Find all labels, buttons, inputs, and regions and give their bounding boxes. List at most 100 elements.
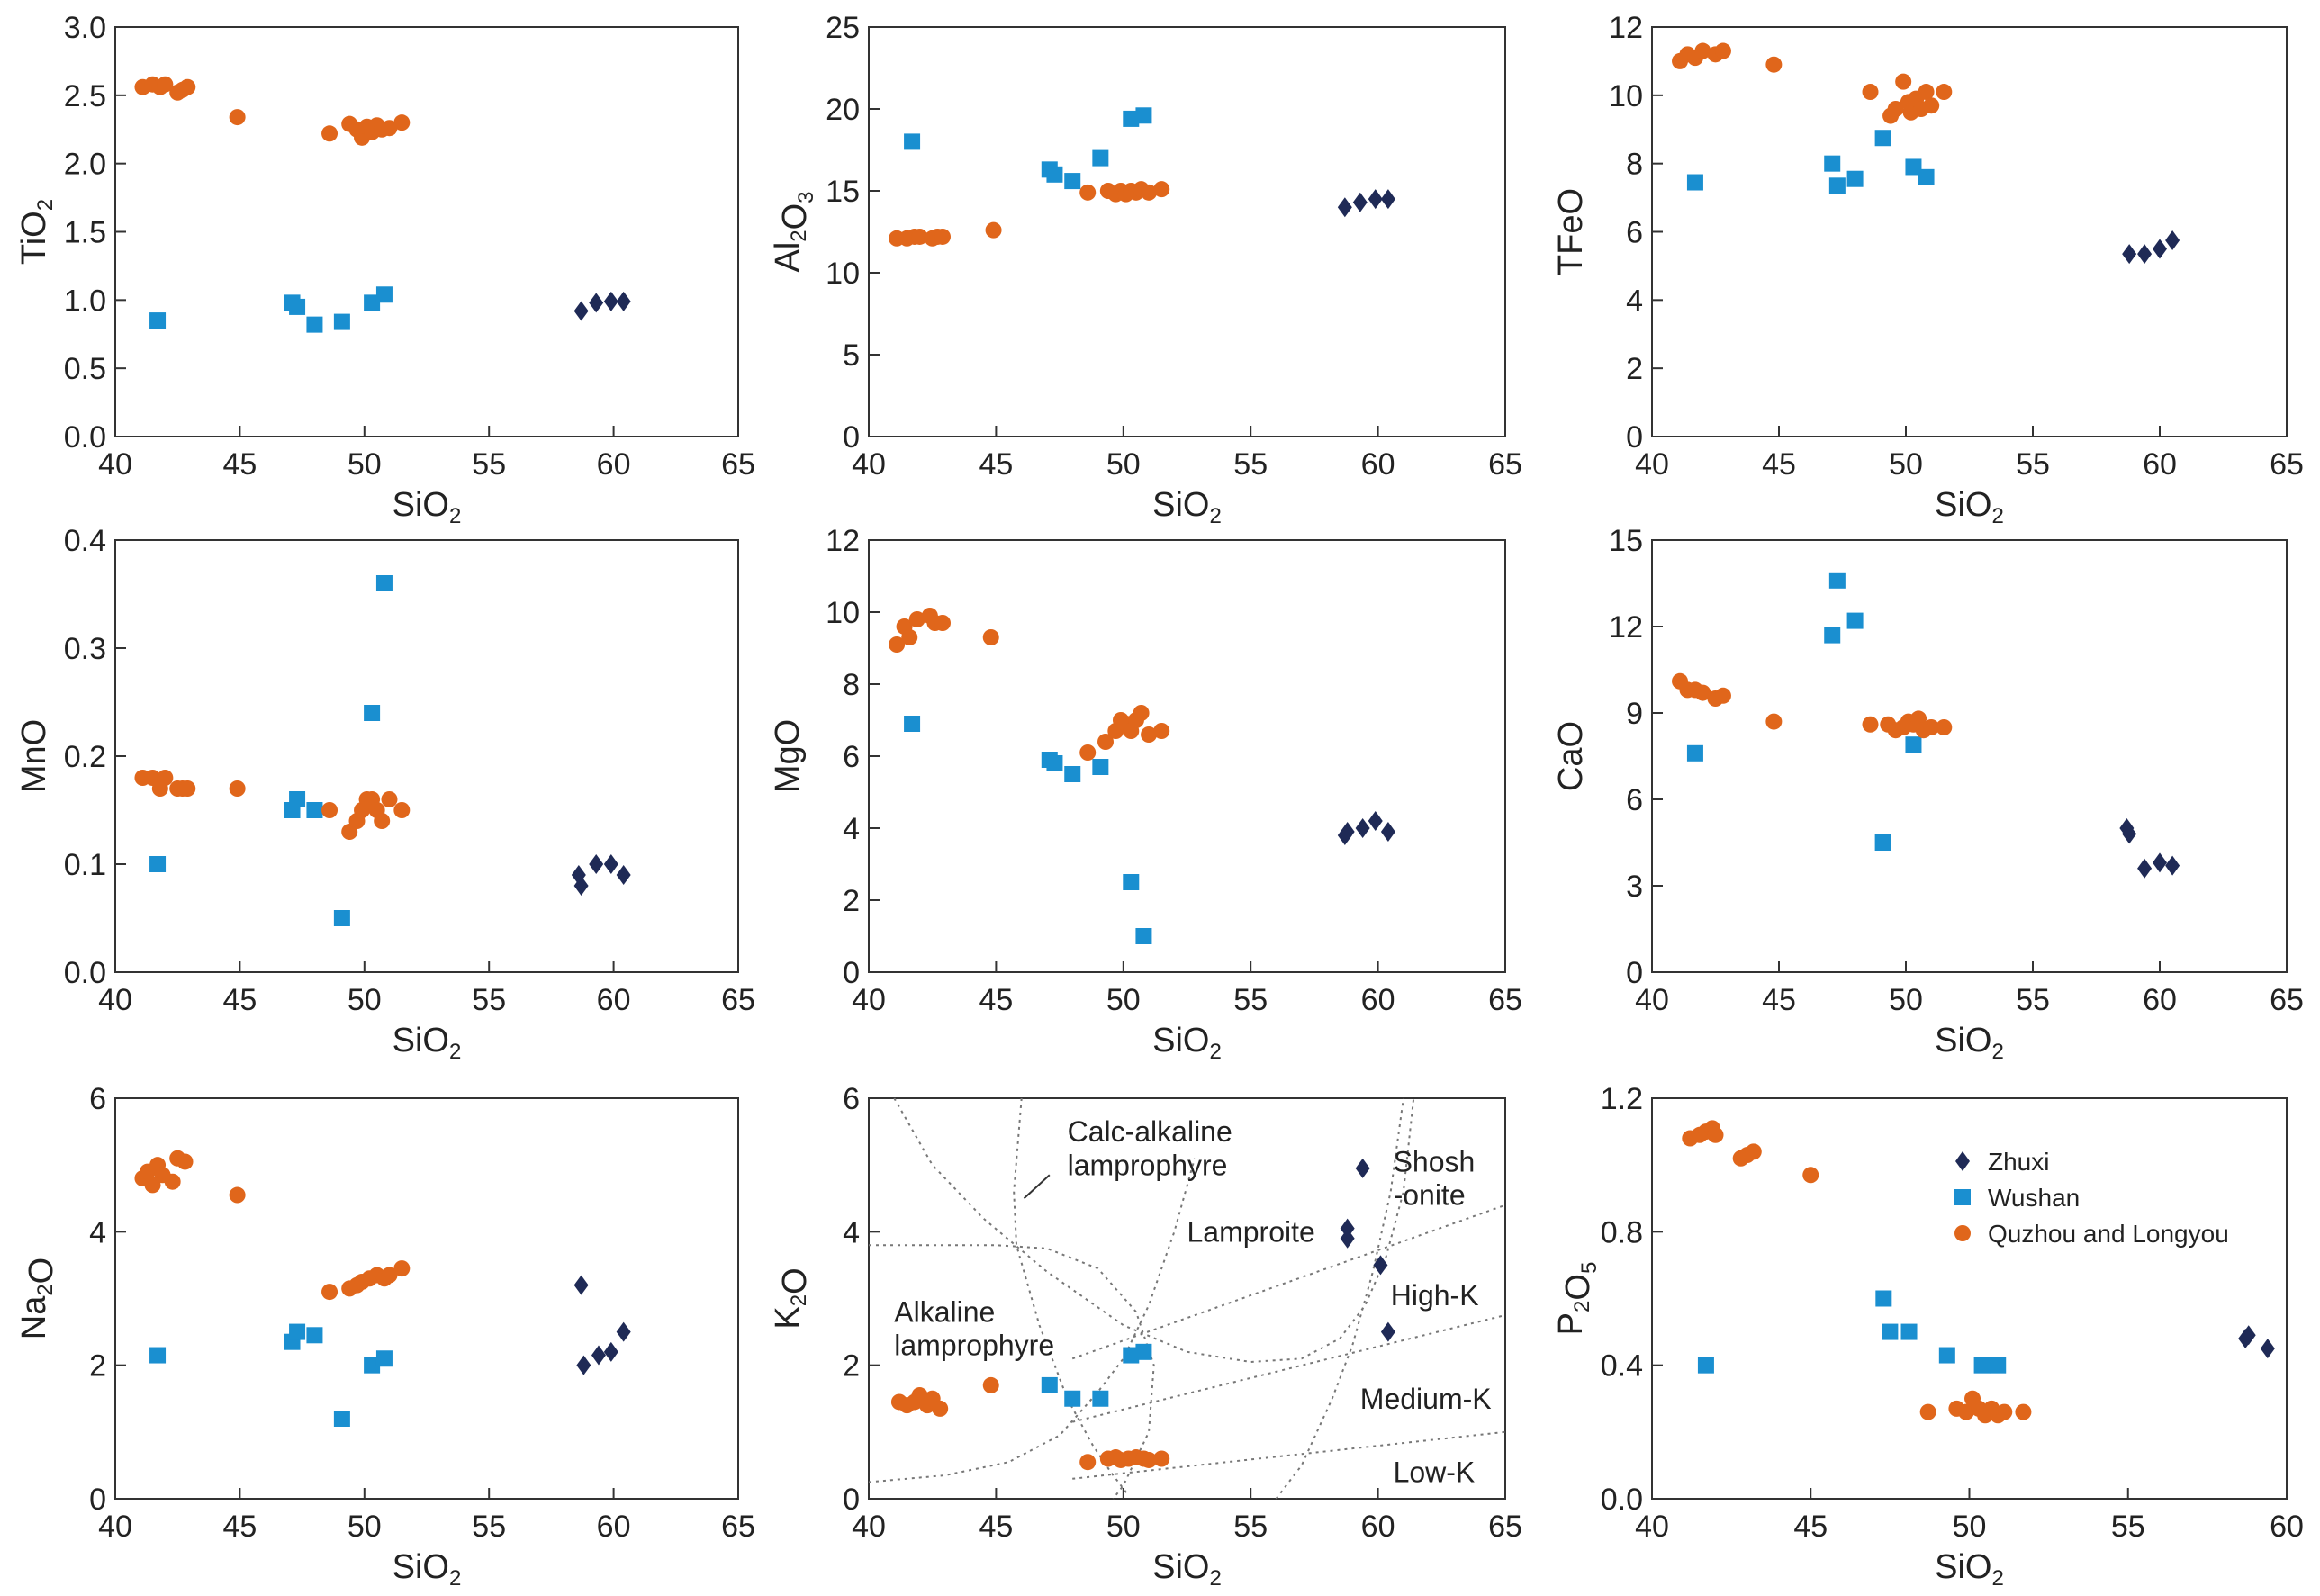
- data-point: [1355, 1158, 1370, 1178]
- series-zhuxi: [573, 1275, 631, 1375]
- y-tick-label: 4: [843, 1215, 860, 1249]
- field-label: Lamproite: [1187, 1215, 1315, 1248]
- data-point: [1874, 834, 1891, 851]
- y-tick-label: 6: [843, 1082, 860, 1116]
- data-point: [1686, 744, 1703, 762]
- data-point: [1938, 1347, 1955, 1364]
- data-point: [1824, 155, 1841, 172]
- data-point: [364, 705, 381, 721]
- data-point: [393, 114, 411, 131]
- data-point: [1990, 1357, 2007, 1374]
- data-point: [1862, 84, 1879, 101]
- y-axis-label: K2O: [769, 1267, 814, 1329]
- x-tick-label: 50: [1889, 983, 1923, 1017]
- data-point: [1887, 101, 1904, 117]
- data-point: [1895, 73, 1912, 90]
- series-quzhou-and-longyou: [890, 1376, 1170, 1471]
- y-tick-label: 15: [826, 175, 860, 209]
- y-tick-label: 0.0: [64, 420, 106, 455]
- data-point: [573, 1275, 589, 1295]
- data-point: [1352, 192, 1368, 212]
- data-point: [393, 802, 411, 818]
- data-point: [1123, 110, 1140, 127]
- series-wushan: [904, 107, 1152, 190]
- data-point: [364, 1357, 381, 1374]
- y-axis-label: CaO: [1552, 721, 1590, 791]
- data-point: [985, 221, 1002, 239]
- y-tick-label: 9: [1626, 697, 1643, 731]
- label-leader-arrow: [1023, 1174, 1051, 1199]
- data-point: [1765, 56, 1783, 73]
- panel-al2o3: 40 45 50 55 60 65 0 5 10 15 20 25 SiO2 Al2O3: [769, 11, 1522, 528]
- data-point: [2153, 852, 2167, 873]
- y-tick-label: 0.3: [64, 632, 106, 666]
- data-point: [1123, 874, 1140, 890]
- data-point: [374, 813, 391, 829]
- series-wushan: [1686, 572, 1922, 851]
- x-tick-label: 40: [852, 447, 886, 482]
- data-point: [1097, 734, 1115, 750]
- y-tick-label: 15: [1609, 524, 1643, 558]
- data-point: [1874, 130, 1891, 147]
- x-tick-label: 50: [1106, 1510, 1141, 1544]
- y-tick-label: 0.0: [1601, 1483, 1643, 1517]
- data-point: [1135, 1343, 1152, 1360]
- series-zhuxi: [2119, 818, 2180, 879]
- data-point: [1802, 1167, 1819, 1184]
- legend-marker: [1954, 1225, 1971, 1241]
- data-point: [589, 854, 604, 874]
- data-point: [589, 293, 604, 313]
- y-tick-label: 8: [1626, 148, 1643, 182]
- data-point: [364, 294, 381, 311]
- data-point: [1824, 627, 1841, 644]
- legend-marker: [1955, 1151, 1970, 1171]
- y-tick-label: 0: [1626, 420, 1643, 455]
- series-wushan: [1041, 1343, 1152, 1407]
- data-point: [603, 291, 618, 311]
- data-point: [2165, 230, 2180, 250]
- data-point: [2137, 858, 2153, 879]
- y-tick-label: 5: [843, 338, 860, 373]
- data-point: [229, 1186, 246, 1204]
- series-wushan: [904, 716, 1152, 944]
- data-point: [1745, 1143, 1762, 1160]
- x-tick-label: 60: [597, 983, 631, 1017]
- data-point: [1957, 1403, 1974, 1420]
- data-point: [333, 1411, 350, 1427]
- data-point: [1153, 1450, 1170, 1467]
- field-label: Medium-K: [1360, 1383, 1492, 1415]
- field-label: Calc-alkaline: [1068, 1115, 1232, 1148]
- x-tick-label: 40: [98, 983, 132, 1017]
- x-tick-label: 65: [721, 1510, 755, 1544]
- data-point: [1846, 612, 1864, 629]
- x-tick-label: 40: [98, 447, 132, 482]
- data-point: [904, 716, 921, 732]
- series-zhuxi: [2122, 230, 2180, 265]
- data-point: [1141, 184, 1158, 201]
- series-quzhou-and-longyou: [1682, 1120, 2032, 1424]
- y-tick-label: 2.5: [64, 79, 106, 113]
- data-point: [1064, 1390, 1081, 1407]
- y-tick-label: 0: [843, 420, 860, 455]
- data-point: [1923, 97, 1940, 114]
- data-point: [1919, 1403, 1936, 1420]
- data-point: [1905, 736, 1922, 753]
- y-tick-label: 2.0: [64, 148, 106, 182]
- x-tick-label: 65: [721, 447, 755, 482]
- data-point: [1153, 181, 1170, 198]
- x-axis-label: SiO2: [393, 1022, 462, 1064]
- legend-label: Quzhou and Longyou: [1988, 1220, 2229, 1248]
- series-wushan: [1686, 130, 1935, 194]
- data-point: [1936, 719, 1953, 735]
- data-point: [333, 910, 350, 926]
- data-point: [289, 791, 306, 807]
- x-tick-label: 60: [2143, 447, 2177, 482]
- x-tick-label: 55: [472, 447, 506, 482]
- series-zhuxi: [1337, 811, 1395, 845]
- series-wushan: [149, 575, 393, 926]
- x-tick-label: 40: [1635, 983, 1669, 1017]
- y-tick-label: 0: [89, 1483, 106, 1517]
- data-point: [1141, 1451, 1158, 1468]
- y-tick-label: 12: [1609, 11, 1643, 45]
